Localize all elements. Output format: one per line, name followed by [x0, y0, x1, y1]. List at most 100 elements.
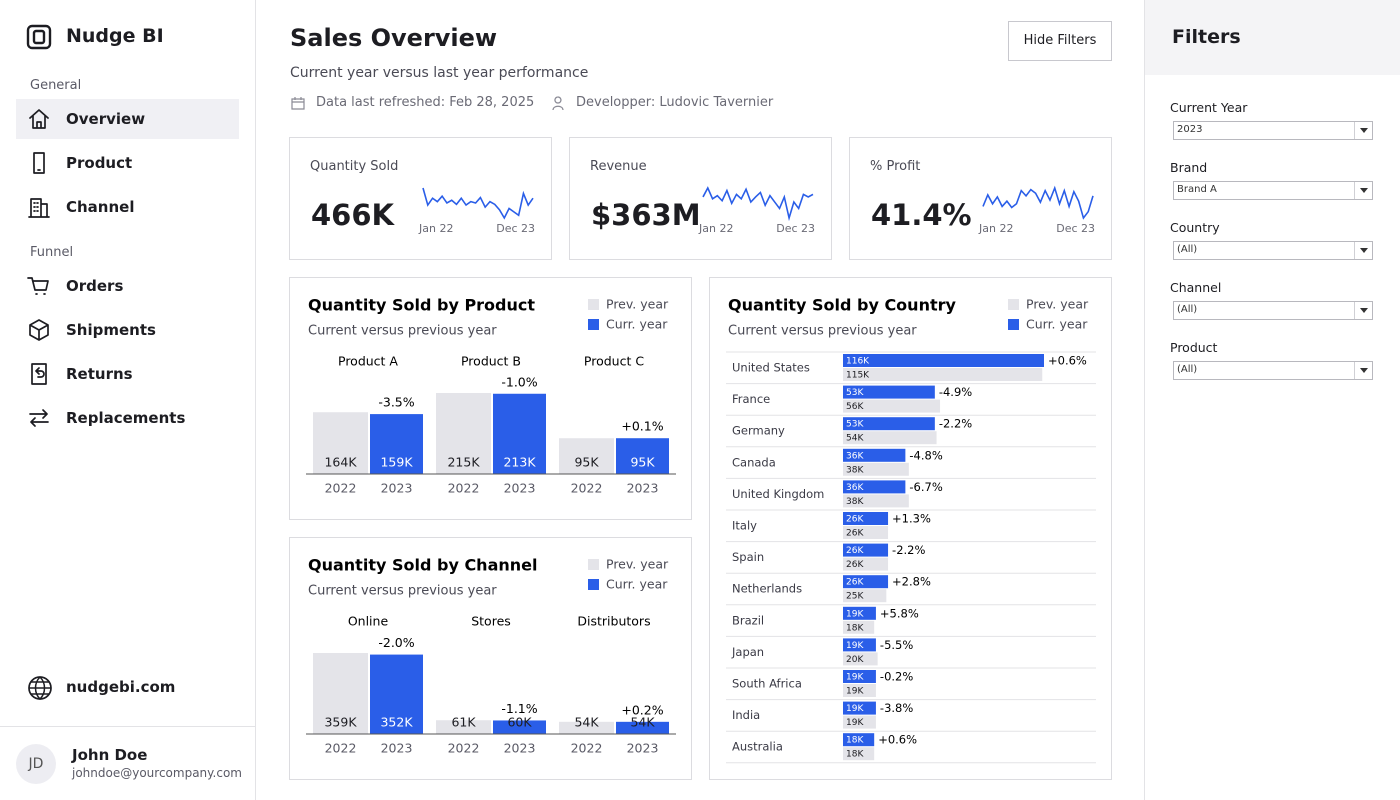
change-label: -0.2% [880, 670, 913, 684]
sparkline-end: Dec 23 [496, 222, 535, 235]
group-label: Stores [471, 614, 511, 629]
bar [436, 393, 491, 474]
change-label: +0.2% [621, 702, 663, 717]
bar [559, 721, 614, 734]
chart-card: Quantity Sold by Country Current versus p… [709, 277, 1112, 780]
bar-value-label: 19K [846, 704, 864, 714]
user-name: John Doe [72, 746, 148, 764]
filter-value: (All) [1177, 364, 1198, 375]
nav-item[interactable]: Returns [16, 354, 239, 394]
kpi-label: Revenue [590, 159, 647, 174]
bar-value-label: 159K [380, 455, 413, 470]
group-label: Product A [338, 354, 398, 369]
bar-current [843, 512, 889, 525]
bar-previous [843, 652, 878, 666]
legend-swatch [588, 319, 599, 330]
bar-value-label: 213K [503, 455, 536, 470]
legend-swatch [1008, 299, 1019, 310]
filters-header [1145, 0, 1400, 75]
nav-label: Channel [66, 198, 135, 216]
bar-value-label: 25K [846, 592, 864, 602]
country-label: India [732, 708, 760, 722]
icon-shape [29, 109, 49, 129]
nav-item[interactable]: Orders [16, 266, 239, 306]
country-label: France [732, 392, 770, 406]
legend-swatch [588, 579, 599, 590]
icon-shape [29, 319, 49, 341]
bar-value-label: 54K [574, 715, 599, 730]
kpi-label: Quantity Sold [310, 159, 399, 174]
chart-title: Quantity Sold by Channel [308, 556, 537, 575]
bar-value-label: 164K [324, 455, 357, 470]
bar-current [843, 543, 889, 557]
country-label: South Africa [732, 677, 802, 691]
filters-panel: Filters Current Year 2023 Brand Brand A Coun… [1144, 0, 1400, 800]
nav-icon [29, 319, 49, 341]
country-label: Spain [732, 550, 764, 564]
bar-value-label: 215K [447, 455, 480, 470]
bar [616, 721, 669, 734]
filter-select[interactable]: Brand A [1173, 181, 1373, 200]
bar-current [843, 480, 906, 494]
filter-value: Brand A [1177, 184, 1217, 195]
country-label: Canada [732, 455, 776, 469]
legend-label: Curr. year [606, 577, 668, 592]
page-title: Sales Overview [290, 24, 498, 52]
sparkline-chart: Jan 22 Dec 23 [418, 187, 535, 235]
bar [370, 414, 423, 474]
nav-icon [29, 409, 49, 427]
sparkline [702, 186, 814, 222]
divider [0, 726, 255, 727]
bar-previous [843, 747, 875, 761]
icon-shape [28, 198, 50, 218]
bar-value-label: 19K [846, 673, 864, 683]
bar-current [843, 354, 1044, 367]
select-divider [1354, 362, 1355, 379]
sparkline-start: Jan 22 [978, 222, 1013, 235]
nav-label: Returns [66, 365, 133, 383]
year-label: 2023 [504, 481, 536, 496]
kpi-card: % Profit 41.4% Jan 22 Dec 23 [849, 137, 1112, 260]
year-label: 2023 [381, 741, 413, 756]
main: Sales Overview Current year versus last y… [256, 0, 1144, 800]
legend-label: Curr. year [1026, 317, 1088, 332]
arrow-shape [1360, 308, 1368, 313]
bar-value-label: 38K [846, 497, 864, 507]
icon-shape [29, 676, 51, 701]
chart-title: Quantity Sold by Country [728, 296, 956, 315]
change-label: +2.8% [892, 575, 931, 589]
change-label: -3.5% [378, 395, 414, 410]
bar-value-label: 36K [846, 483, 864, 493]
dropdown-arrow [1360, 128, 1368, 133]
hide-filters-button[interactable]: Hide Filters [1008, 21, 1112, 61]
nav-item[interactable]: Overview [16, 99, 239, 139]
kpi-value: $363M [591, 198, 701, 232]
country-label: Japan [731, 645, 764, 659]
country-label: United Kingdom [732, 487, 824, 501]
bar-value-label: 19K [846, 641, 864, 651]
bar-value-label: 54K [846, 434, 864, 444]
change-label: -2.0% [378, 635, 414, 650]
nav-item[interactable]: Replacements [16, 398, 239, 438]
filter-select[interactable]: (All) [1173, 361, 1373, 380]
arrow-shape [1360, 248, 1368, 253]
group-label: Online [348, 614, 389, 629]
site-link[interactable]: nudgebi.com [66, 678, 176, 696]
filters-title: Filters [1172, 26, 1241, 48]
bar-value-label: 19K [846, 687, 864, 697]
bar-previous [843, 431, 937, 445]
filter-value: (All) [1177, 244, 1198, 255]
sparkline-end: Dec 23 [1056, 222, 1095, 235]
filter-select[interactable]: (All) [1173, 301, 1373, 320]
nav-item[interactable]: Channel [16, 187, 239, 227]
bar-value-label: 26K [846, 546, 864, 556]
nav-item[interactable]: Shipments [16, 310, 239, 350]
bar-previous [843, 368, 1043, 381]
nav-item[interactable]: Product [16, 143, 239, 183]
filter-select[interactable]: 2023 [1173, 121, 1373, 140]
legend-swatch [1008, 319, 1019, 330]
arrow-shape [1360, 368, 1368, 373]
filter-select[interactable]: (All) [1173, 241, 1373, 260]
bar-value-label: 352K [380, 715, 413, 730]
bar-current [843, 638, 876, 652]
